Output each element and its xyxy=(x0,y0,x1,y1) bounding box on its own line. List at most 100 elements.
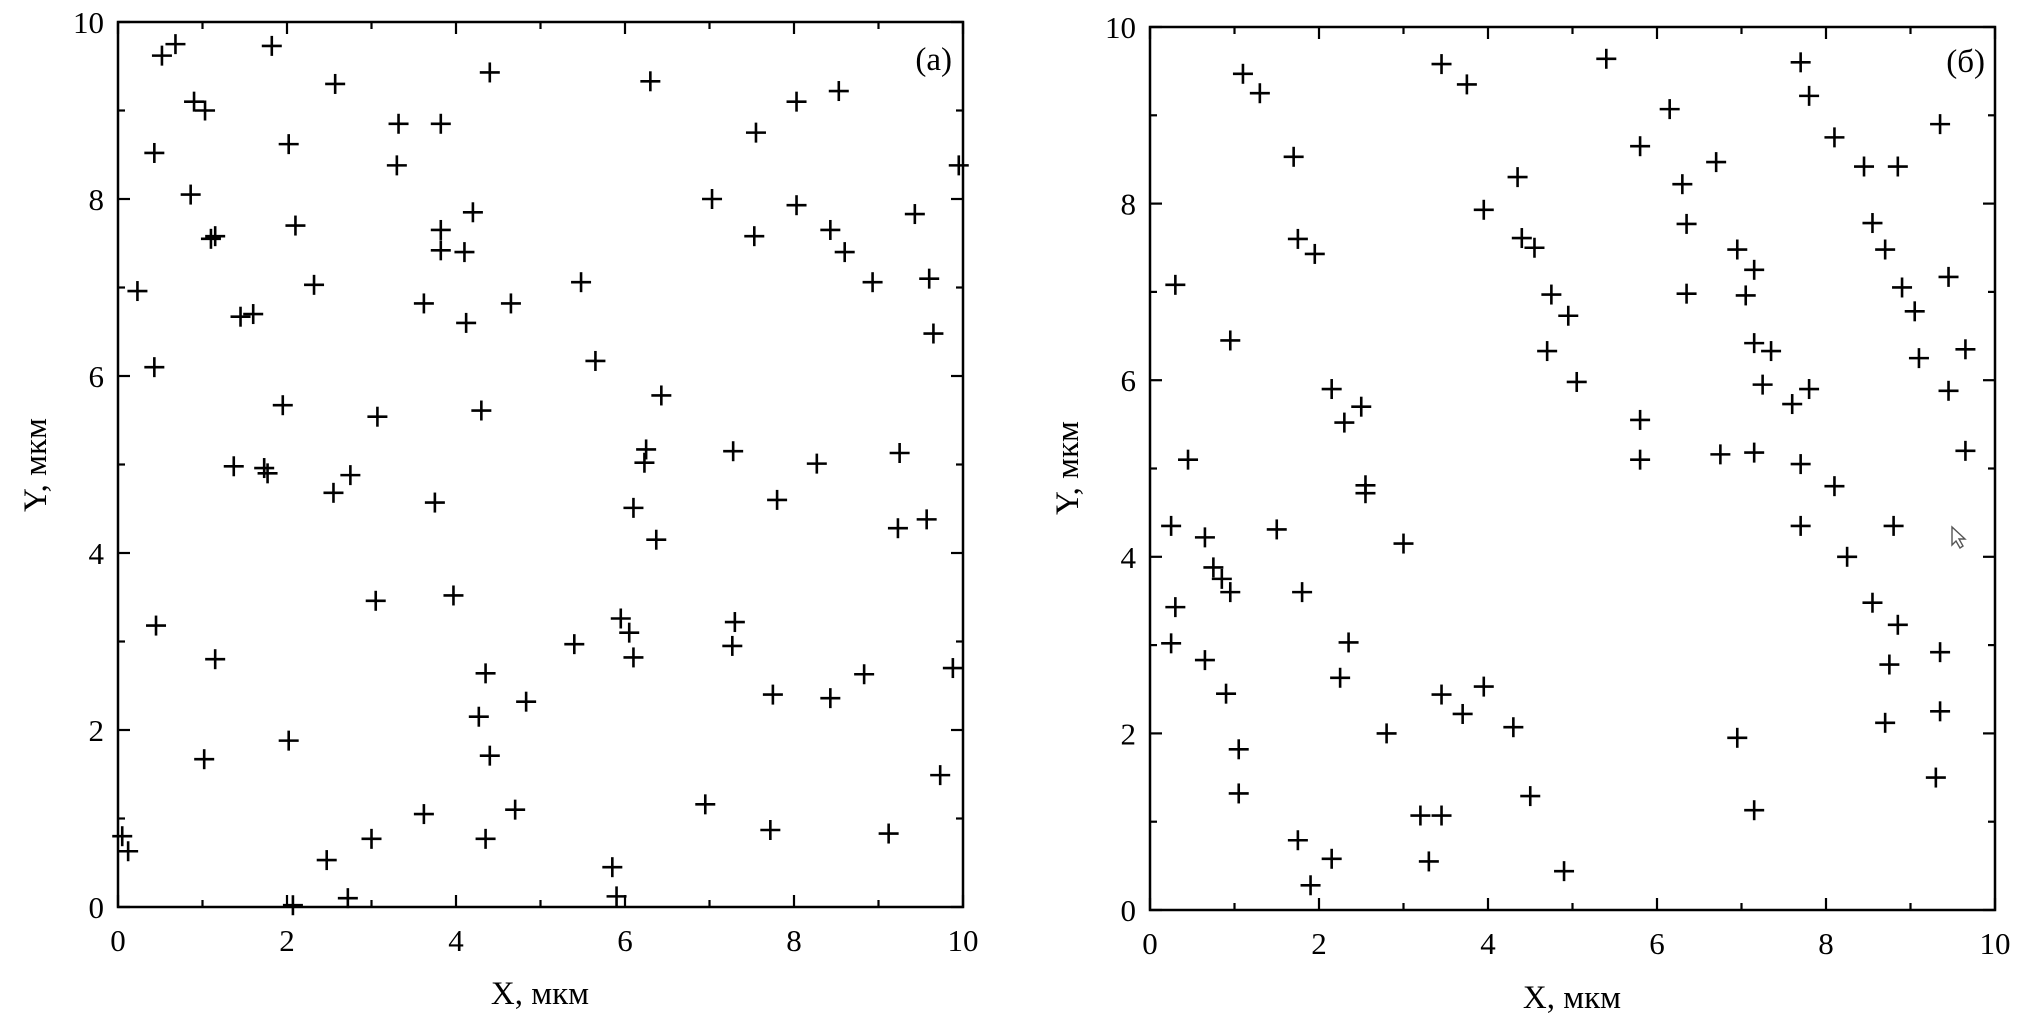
data-point xyxy=(1165,597,1186,618)
data-point xyxy=(1862,213,1883,234)
data-point xyxy=(272,395,293,416)
panel-b-frame xyxy=(1148,25,1997,912)
data-point xyxy=(820,688,841,709)
x-tick-label: 6 xyxy=(617,923,633,958)
data-point xyxy=(361,828,382,849)
panel-a-frame xyxy=(116,20,965,909)
data-point xyxy=(165,34,186,55)
data-point xyxy=(1887,614,1908,635)
data-point xyxy=(1431,805,1452,826)
data-point xyxy=(1930,114,1951,135)
data-point xyxy=(948,155,969,176)
y-tick-label: 6 xyxy=(89,359,105,394)
data-point xyxy=(762,684,783,705)
data-point xyxy=(1908,348,1929,369)
data-point xyxy=(1930,701,1951,722)
data-point xyxy=(1744,259,1765,280)
data-point xyxy=(230,306,251,327)
panel-b-y-axis-label: Y, мкм xyxy=(1050,421,1086,515)
data-point xyxy=(1938,380,1959,401)
data-point xyxy=(1507,167,1528,188)
data-point xyxy=(1744,442,1765,463)
data-point xyxy=(1376,723,1397,744)
data-point xyxy=(254,458,275,479)
data-point xyxy=(1431,684,1452,705)
data-point xyxy=(1194,650,1215,671)
data-point xyxy=(316,850,337,871)
data-point xyxy=(184,91,205,112)
data-point xyxy=(1925,767,1946,788)
data-point xyxy=(1249,83,1270,104)
panel-a-x-axis-label: X, мкм xyxy=(491,976,589,1012)
data-point xyxy=(325,73,346,94)
data-point xyxy=(151,45,172,66)
data-point xyxy=(1630,409,1651,430)
data-point xyxy=(1727,727,1748,748)
data-point xyxy=(1938,266,1959,287)
data-point xyxy=(806,453,827,474)
x-tick-label: 0 xyxy=(110,923,126,958)
data-point xyxy=(1393,533,1414,554)
data-point xyxy=(1676,213,1697,234)
data-point xyxy=(337,888,358,909)
x-tick-label: 10 xyxy=(1980,926,2011,961)
data-point xyxy=(862,272,883,293)
data-point xyxy=(456,312,477,333)
data-point xyxy=(1220,330,1241,351)
data-point xyxy=(1799,379,1820,400)
data-point xyxy=(112,826,133,847)
data-point xyxy=(820,219,841,240)
data-point xyxy=(1904,301,1925,322)
data-point xyxy=(1735,285,1756,306)
data-point xyxy=(1330,667,1351,688)
data-point xyxy=(1287,228,1308,249)
data-point xyxy=(200,228,221,249)
data-point xyxy=(144,357,165,378)
data-point xyxy=(1596,48,1617,69)
data-point xyxy=(479,745,500,766)
data-point xyxy=(878,823,899,844)
y-tick-label: 10 xyxy=(73,5,104,40)
data-point xyxy=(1216,683,1237,704)
data-point xyxy=(1452,703,1473,724)
data-point xyxy=(919,268,940,289)
data-point xyxy=(1887,156,1908,177)
data-point xyxy=(1824,476,1845,497)
data-point xyxy=(475,828,496,849)
data-point xyxy=(243,304,264,325)
data-point xyxy=(471,400,492,421)
panel-b-x-axis-label: X, мкм xyxy=(1523,980,1621,1016)
data-point xyxy=(1630,449,1651,470)
data-point xyxy=(1883,515,1904,536)
data-point xyxy=(942,658,963,679)
data-point xyxy=(462,202,483,223)
data-point xyxy=(144,142,165,163)
data-point xyxy=(1220,582,1241,603)
data-point xyxy=(1338,632,1359,653)
data-point xyxy=(282,895,303,916)
x-tick-label: 8 xyxy=(1818,926,1834,961)
data-point xyxy=(127,281,148,302)
data-point xyxy=(1300,875,1321,896)
data-point xyxy=(1321,848,1342,869)
data-point xyxy=(760,820,781,841)
data-point xyxy=(1178,449,1199,470)
data-point xyxy=(1790,52,1811,73)
data-point xyxy=(1431,54,1452,75)
data-point xyxy=(1266,519,1287,540)
data-point xyxy=(468,706,489,727)
data-point xyxy=(1232,63,1253,84)
panel-b: 0 2 4 6 8 10 0 2 4 6 8 10 (б) X, мкм Y, мкм xyxy=(1050,10,2011,1016)
data-point xyxy=(1790,515,1811,536)
x-tick-label: 4 xyxy=(1480,926,1496,961)
data-point xyxy=(1473,199,1494,220)
data-point xyxy=(1727,239,1748,260)
data-point xyxy=(786,91,807,112)
y-tick-label: 2 xyxy=(1121,716,1137,751)
data-point xyxy=(1321,379,1342,400)
data-point xyxy=(1473,676,1494,697)
data-point xyxy=(1228,739,1249,760)
data-point xyxy=(887,518,908,539)
data-point xyxy=(1930,642,1951,663)
